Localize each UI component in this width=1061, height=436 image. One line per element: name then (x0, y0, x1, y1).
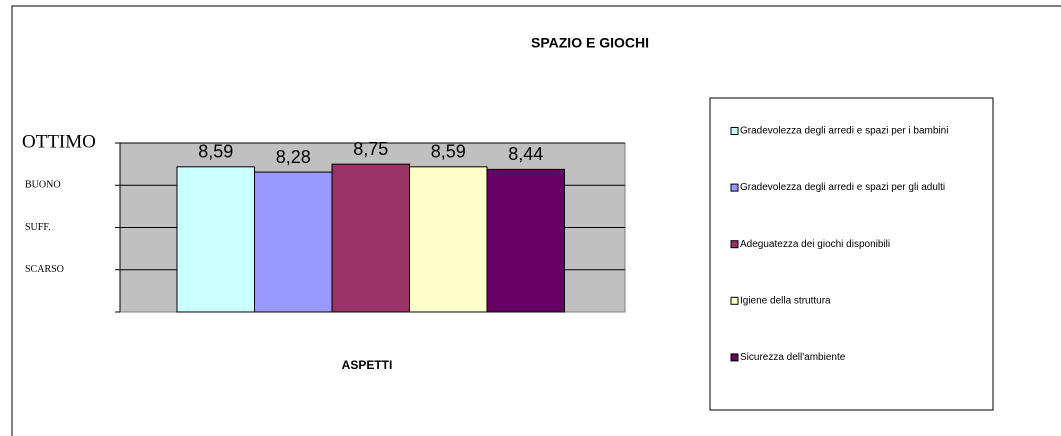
bar (486, 168, 565, 313)
legend-swatch (730, 296, 739, 305)
y-tick-label: SCARSO (25, 264, 64, 275)
x-axis-label: ASPETTI (342, 358, 393, 372)
y-tick-label: BUONO (25, 180, 61, 191)
chart-frame (11, 5, 1061, 436)
value-label: 8,28 (276, 147, 311, 167)
value-label: 8,44 (508, 144, 543, 164)
legend-swatch (730, 183, 739, 192)
legend-swatch (730, 127, 739, 135)
legend-label: Adeguatezza dei giochi disponibili (740, 239, 890, 250)
bar (176, 166, 255, 313)
bar (409, 166, 488, 313)
y-tick-label: OTTIMO (22, 131, 96, 152)
bar (331, 163, 410, 313)
legend-label: Gradevolezza degli arredi e spazi per i … (740, 126, 948, 137)
legend-swatch (730, 353, 739, 362)
chart-title: SPAZIO E GIOCHI (531, 35, 649, 51)
legend-label: Igiene della struttura (740, 295, 831, 306)
legend-label: Sicurezza dell'ambiente (740, 352, 846, 363)
value-label: 8,59 (198, 142, 233, 162)
bar (254, 171, 333, 313)
y-tick-label: SUFF. (25, 222, 51, 233)
value-label: 8,75 (353, 139, 388, 159)
legend-box (709, 97, 994, 411)
value-label: 8,59 (431, 142, 466, 162)
legend-swatch (730, 240, 739, 249)
legend-label: Gradevolezza degli arredi e spazi per gl… (740, 182, 945, 193)
